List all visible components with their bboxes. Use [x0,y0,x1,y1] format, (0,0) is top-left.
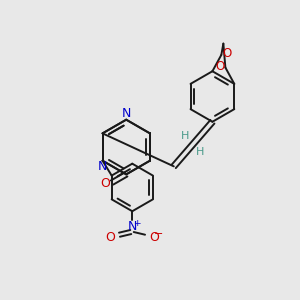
Text: O: O [100,177,110,190]
Text: O: O [215,59,225,73]
Text: H: H [196,147,205,158]
Text: O: O [149,231,159,244]
Text: −: − [154,229,164,238]
Text: O: O [222,47,231,60]
Text: N: N [128,220,137,233]
Text: +: + [133,219,140,228]
Text: H: H [181,131,189,141]
Text: O: O [106,231,116,244]
Text: N: N [97,160,106,172]
Text: N: N [122,106,131,120]
